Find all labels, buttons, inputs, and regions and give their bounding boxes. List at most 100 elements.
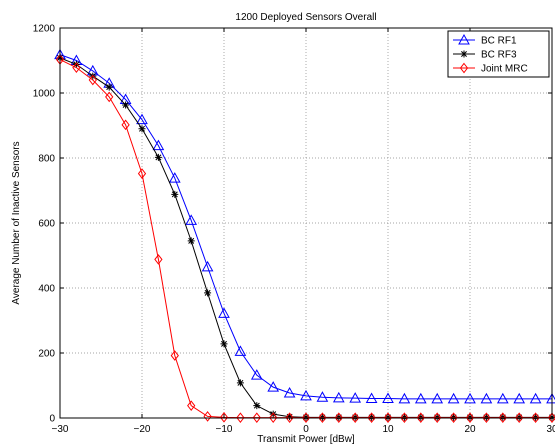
- data-point: [154, 254, 163, 265]
- plot-area: −30 −20 −10 0 10 20 30 0 200 400 600 800 1000 1200: [33, 24, 555, 436]
- data-point: [236, 412, 245, 423]
- y-tick-label: 600: [38, 219, 55, 230]
- data-point: [365, 392, 378, 403]
- data-point: [414, 392, 427, 404]
- data-point: [316, 391, 329, 402]
- x-tick-label: 0: [303, 424, 309, 435]
- data-point: [269, 412, 278, 423]
- legend-label: BC RF1: [481, 36, 517, 47]
- data-point: [187, 237, 195, 245]
- data-point: [433, 412, 442, 423]
- data-point: [529, 392, 542, 404]
- data-point: [154, 153, 162, 161]
- x-tick-label: −20: [134, 424, 151, 435]
- ticks: −30 −20 −10 0 10 20 30 0 200 400 600 800 1000 1200: [33, 24, 555, 436]
- data-point: [531, 412, 540, 423]
- data-point: [105, 91, 114, 103]
- data-point: [219, 412, 229, 423]
- y-tick-label: 1000: [33, 89, 56, 100]
- data-point: [515, 412, 524, 423]
- data-point: [513, 392, 526, 404]
- x-tick-label: 20: [464, 424, 476, 435]
- data-point: [416, 412, 425, 423]
- data-point: [185, 214, 198, 225]
- data-point: [496, 392, 509, 404]
- data-point: [449, 412, 458, 423]
- legend-marker: [458, 33, 470, 45]
- data-point: [334, 412, 343, 423]
- legend-marker: [460, 50, 468, 58]
- data-point: [201, 260, 214, 272]
- data-point: [168, 172, 181, 183]
- y-tick-label: 800: [38, 154, 55, 165]
- data-point: [253, 402, 261, 410]
- data-point: [138, 125, 146, 133]
- data-point: [122, 101, 130, 109]
- data-point: [349, 392, 362, 403]
- data-point: [286, 413, 294, 421]
- y-tick-label: 0: [49, 414, 55, 425]
- data-point: [464, 392, 476, 404]
- x-tick-label: −30: [52, 424, 69, 435]
- data-point: [480, 392, 493, 404]
- data-point: [400, 412, 409, 423]
- data-point: [267, 381, 280, 392]
- data-point: [203, 411, 212, 422]
- data-point: [482, 412, 491, 423]
- data-point: [332, 391, 345, 403]
- data-point: [250, 369, 263, 380]
- data-point: [171, 190, 179, 198]
- data-point: [170, 350, 179, 361]
- data-point: [300, 389, 312, 401]
- data-point: [383, 412, 393, 423]
- data-point: [72, 62, 81, 73]
- legend: BC RF1 BC RF3 Joint MRC: [447, 30, 550, 78]
- data-point: [301, 412, 311, 423]
- data-point: [137, 168, 147, 179]
- data-point: [136, 113, 148, 125]
- data-point: [447, 392, 460, 404]
- data-point: [283, 386, 296, 398]
- x-tick-label: −10: [216, 424, 233, 435]
- data-point: [72, 60, 80, 68]
- data-point: [398, 392, 411, 404]
- data-point: [367, 412, 376, 423]
- data-point: [285, 412, 294, 423]
- data-point: [88, 74, 97, 86]
- grid: [60, 28, 552, 418]
- data-point: [547, 412, 555, 423]
- legend-marker: [459, 62, 469, 74]
- chart-title: 1200 Deployed Sensors Overall: [235, 12, 376, 23]
- x-tick-label: 10: [382, 424, 394, 435]
- legend-item: Joint MRC: [453, 62, 528, 75]
- data-point: [121, 119, 130, 131]
- data-point: [252, 412, 261, 423]
- data-point: [351, 412, 360, 423]
- series-line: [59, 54, 552, 400]
- data-point: [187, 400, 196, 411]
- data-point: [105, 83, 113, 91]
- legend-item: BC RF3: [453, 50, 517, 61]
- data-point: [465, 412, 475, 423]
- y-axis-label: Average Number of Inactive Sensors: [11, 141, 22, 304]
- y-tick-label: 200: [38, 349, 55, 360]
- x-tick-label: 30: [546, 424, 555, 435]
- data-point: [234, 345, 247, 356]
- data-point: [236, 379, 244, 387]
- data-point: [498, 412, 507, 423]
- x-axis-label: Transmit Power [dBw]: [257, 434, 355, 445]
- data-point: [382, 392, 394, 403]
- data-point: [204, 289, 212, 297]
- data-point: [152, 139, 165, 151]
- y-tick-label: 1200: [33, 24, 56, 35]
- data-point: [220, 340, 228, 348]
- data-point: [318, 412, 327, 423]
- legend-label: Joint MRC: [481, 64, 528, 75]
- data-point: [218, 307, 230, 318]
- legend-label: BC RF3: [481, 50, 517, 61]
- data-point: [431, 392, 444, 404]
- data-point: [269, 410, 277, 418]
- legend-item: BC RF1: [453, 33, 517, 47]
- y-tick-label: 400: [38, 284, 55, 295]
